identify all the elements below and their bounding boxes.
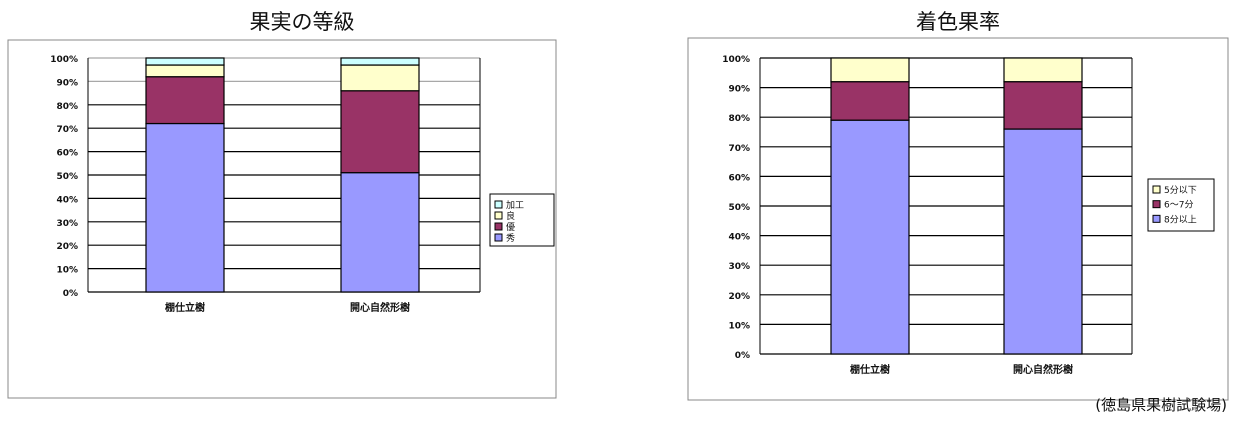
x-category-label: 棚仕立樹	[165, 301, 205, 314]
x-category-label: 開心自然形樹	[350, 301, 410, 314]
source-note: (徳島県果樹試験場)	[1095, 396, 1227, 414]
chart-title-coloring: 着色果率	[916, 10, 1000, 34]
legend-swatch	[1152, 185, 1161, 194]
chart-frame	[7, 39, 557, 399]
bar-segment	[145, 76, 225, 125]
legend-label: 5分以下	[1164, 185, 1197, 196]
chart-1: 0% 10% 20% 30% 40% 50% 60% 70% 80% 90% 100% 棚仕立樹 開心自…	[687, 37, 1229, 401]
legend-swatch	[494, 233, 503, 242]
y-tick-label: 10%	[728, 321, 750, 331]
y-tick-label: 90%	[728, 85, 750, 95]
y-tick-label: 80%	[56, 102, 78, 112]
y-tick-label: 30%	[56, 219, 78, 229]
y-tick-label: 50%	[56, 172, 78, 182]
bar-segment	[830, 81, 910, 121]
legend-swatch	[1152, 214, 1161, 223]
chart-0: 0% 10% 20% 30% 40% 50% 60% 70% 80% 90% 100% 棚仕立樹 開心自…	[7, 39, 557, 399]
bar-segment	[830, 57, 910, 83]
bar-segment	[1003, 81, 1083, 130]
chart-title-grade: 果実の等級	[249, 10, 355, 34]
y-tick-label: 70%	[728, 144, 750, 154]
y-tick-label: 30%	[728, 262, 750, 272]
bar-segment	[830, 119, 910, 355]
y-tick-label: 100%	[50, 55, 78, 65]
y-tick-label: 70%	[56, 125, 78, 135]
legend-label: 優	[506, 221, 515, 233]
x-category-label: 棚仕立樹	[850, 363, 890, 376]
y-tick-label: 0%	[735, 351, 750, 361]
legend-label: 良	[506, 210, 515, 222]
y-tick-label: 60%	[56, 149, 78, 159]
x-category-label: 開心自然形樹	[1013, 363, 1073, 376]
legend-label: 8分以上	[1164, 214, 1197, 225]
y-tick-label: 80%	[728, 114, 750, 124]
y-tick-label: 40%	[56, 195, 78, 205]
bar-segment	[145, 122, 225, 293]
legend-swatch	[494, 211, 503, 220]
y-tick-label: 0%	[63, 289, 78, 299]
y-tick-label: 100%	[722, 55, 750, 65]
y-tick-label: 40%	[728, 233, 750, 243]
y-tick-label: 10%	[56, 266, 78, 276]
legend-swatch	[494, 200, 503, 209]
bar-segment	[1003, 128, 1083, 355]
y-tick-label: 20%	[728, 292, 750, 302]
bar-segment	[1003, 57, 1083, 83]
bar-segment	[145, 64, 225, 78]
y-tick-label: 20%	[56, 242, 78, 252]
y-tick-label: 60%	[728, 173, 750, 183]
legend-label: 6～7分	[1164, 200, 1193, 211]
bar-segment	[145, 57, 225, 66]
chart-frame	[687, 37, 1229, 401]
y-tick-label: 50%	[728, 203, 750, 213]
bar-segment	[340, 64, 420, 92]
legend-swatch	[494, 222, 503, 231]
legend-label: 秀	[506, 232, 515, 244]
y-tick-label: 90%	[56, 78, 78, 88]
bar-segment	[340, 57, 420, 66]
legend-label: 加工	[506, 200, 524, 211]
bar-segment	[340, 172, 420, 293]
legend-swatch	[1152, 200, 1161, 209]
bar-segment	[340, 90, 420, 174]
